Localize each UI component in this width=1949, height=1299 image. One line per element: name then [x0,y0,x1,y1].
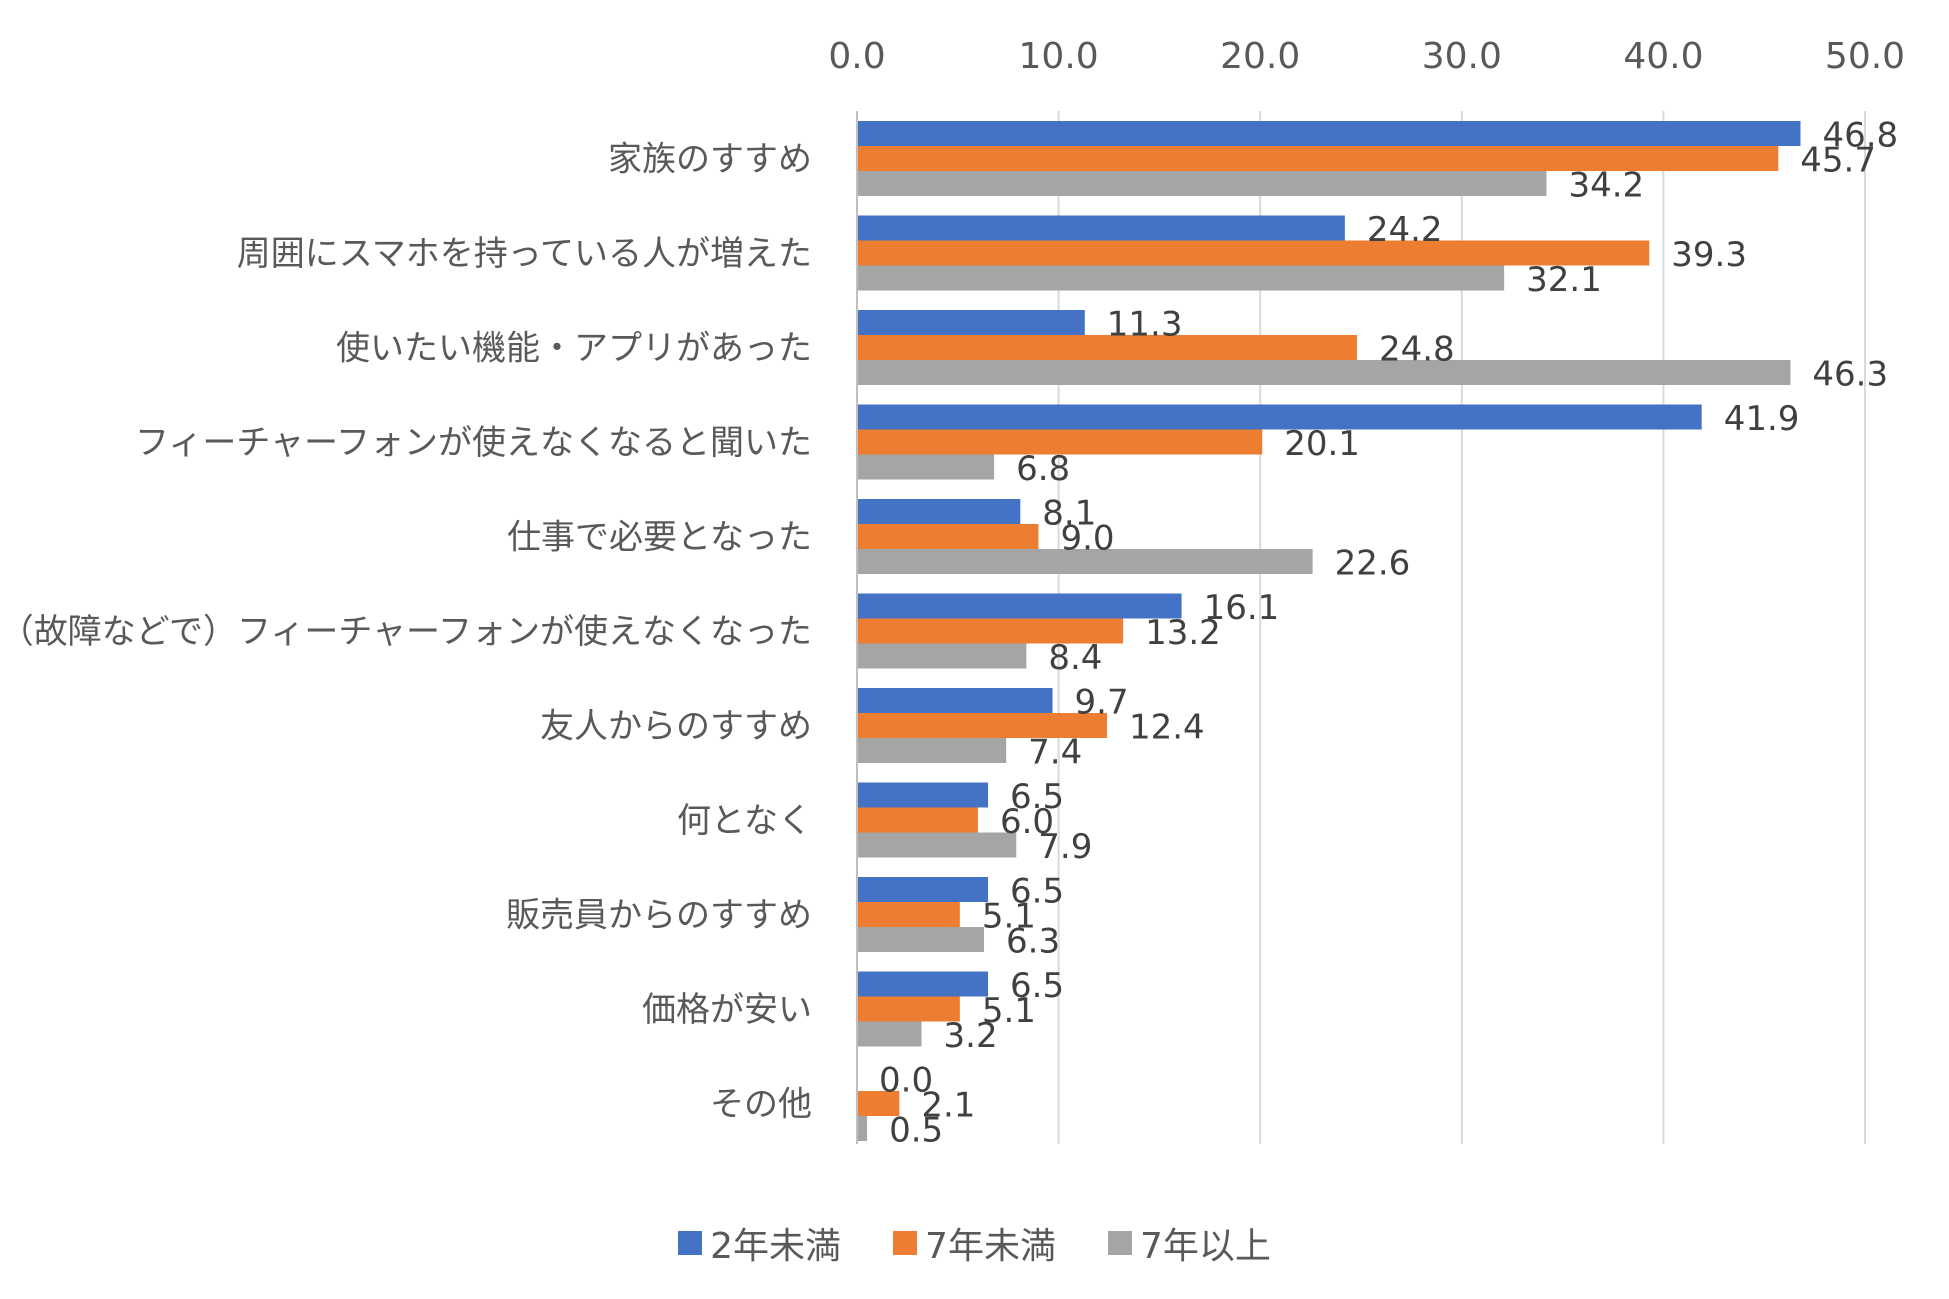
data-label: 6.8 [1016,449,1070,489]
data-label: 46.3 [1812,355,1888,395]
bar [857,1116,868,1141]
category-label: フィーチャーフォンが使えなくなると聞いた [135,423,812,463]
data-label: 41.9 [1724,399,1800,439]
bar [857,265,1505,291]
bar [857,335,1357,360]
data-label: 9.7 [1075,683,1129,723]
x-tick-label: 20.0 [1220,36,1300,77]
bar [857,807,978,833]
data-label: 34.2 [1568,166,1644,206]
bar [857,454,995,480]
data-label: 6.5 [1010,777,1064,817]
bar [857,738,1007,763]
category-labels: 家族のすすめ周囲にスマホを持っている人が増えた使いたい機能・アプリがあったフィー… [0,140,812,1125]
data-label: 24.8 [1379,330,1455,370]
bar [857,996,960,1022]
data-label: 46.8 [1822,116,1898,156]
category-label: 価格が安い [642,990,812,1030]
bar [857,171,1547,196]
bar [857,1091,900,1116]
x-tick-label: 30.0 [1422,36,1502,77]
bar [857,713,1107,738]
category-label: 家族のすすめ [608,140,812,180]
legend-label-series-2: 7年未満 [925,1226,1056,1267]
legend-label-series-1: 2年未満 [710,1226,842,1267]
bar [857,927,985,952]
bar [857,215,1345,241]
data-label: 6.3 [1006,922,1060,962]
bar [857,618,1124,644]
bar [857,146,1779,171]
legend-swatch-series-1 [678,1231,703,1255]
bar [857,360,1791,385]
bar [857,593,1182,619]
data-label: 20.1 [1284,424,1360,464]
bars [857,121,1801,1141]
data-label: 6.0 [1000,802,1054,842]
bar [857,549,1313,574]
bar [857,121,1801,146]
data-label: 32.1 [1526,260,1602,300]
bar [857,1021,922,1047]
bar [857,877,989,902]
bar [857,499,1021,524]
data-label: 5.1 [982,897,1036,937]
category-label: 使いたい機能・アプリがあった [336,329,812,369]
data-label: 6.5 [1010,966,1064,1006]
data-label: 7.9 [1038,827,1092,867]
bar [857,310,1085,335]
bar [857,643,1027,669]
legend-item-series-3: 7年以上 [1107,1217,1271,1269]
legend-swatch-series-3 [1107,1231,1132,1255]
data-label: 0.0 [879,1061,933,1101]
data-label: 6.5 [1010,872,1064,912]
bar [857,832,1017,858]
data-label: 3.2 [944,1016,998,1056]
category-label: 販売員からのすすめ [506,896,812,936]
data-label: 8.4 [1048,638,1102,678]
category-label: 何となく [677,801,812,841]
legend-item-series-2: 7年未満 [893,1217,1056,1269]
data-labels: 46.845.7 34.2 24.2 39.3 32.1 11.3 24.8 46.3 41.9… [879,116,1898,1151]
data-label: 24.2 [1367,210,1443,250]
data-label: 45.7 [1800,141,1876,181]
x-tick-label: 50.0 [1825,36,1905,77]
category-label: 友人からのすすめ [540,707,812,747]
legend: 2年未満 7年未満 7年以上 [0,1215,1949,1271]
data-label: 13.2 [1145,613,1221,653]
x-tick-label: 0.0 [828,36,885,77]
data-label: 2.1 [921,1086,975,1126]
data-label: 8.1 [1042,494,1096,534]
bar [857,902,960,927]
data-label: 0.5 [889,1111,943,1151]
legend-item-series-1: 2年未満 [678,1217,841,1269]
legend-swatch-series-2 [893,1231,918,1255]
data-label: 11.3 [1107,305,1183,345]
bar [857,782,989,808]
data-label: 22.6 [1335,544,1411,584]
x-tick-label: 10.0 [1019,36,1099,77]
data-label: 9.0 [1060,519,1114,559]
category-label: 周囲にスマホを持っている人が増えた [237,234,812,274]
legend-label-series-3: 7年以上 [1139,1226,1271,1267]
category-label: その他 [710,1085,812,1125]
bar [857,240,1650,266]
data-label: 12.4 [1129,708,1205,748]
data-label: 16.1 [1204,588,1280,628]
data-label: 5.1 [982,991,1036,1031]
x-tick-label: 40.0 [1623,36,1703,77]
bar [857,404,1702,430]
bar [857,688,1053,713]
bar [857,429,1263,455]
bar [857,971,989,997]
data-label: 39.3 [1671,235,1747,275]
data-label: 7.4 [1028,733,1082,773]
category-label: （故障などで）フィーチャーフォンが使えなくなった [0,612,812,652]
category-label: 仕事で必要となった [507,518,812,558]
x-axis-tick-labels: 0.0 10.0 20.0 30.0 40.0 50.0 [828,36,1905,77]
bar [857,524,1039,549]
